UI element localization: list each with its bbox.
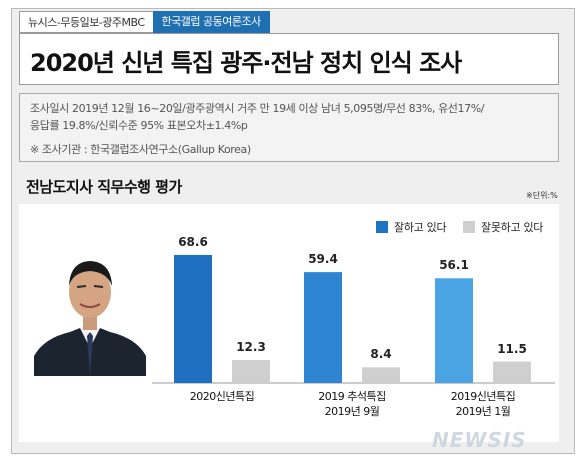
bar-negative-2 (493, 361, 531, 383)
value-label-negative-0: 12.3 (236, 340, 266, 355)
publisher-tag: 한국갤럽 공동여론조사 (152, 11, 270, 33)
survey-info-line-1: 조사일시 2019년 12월 16~20일/광주광역시 거주 만 19세 이상 … (30, 102, 485, 115)
category-label-2-line-0: 2019신년특집 (450, 390, 516, 403)
category-label-0: 2020신년특집 (152, 389, 292, 404)
category-label-2: 2019신년특집 2019년 1월 (413, 389, 553, 419)
category-label-0-line-0: 2020신년특집 (189, 390, 255, 403)
survey-info-box: 조사일시 2019년 12월 16~20일/광주광역시 거주 만 19세 이상 … (19, 93, 559, 162)
title-box: 2020년 신년 특집 광주·전남 정치 인식 조사 (19, 33, 559, 85)
legend-item-negative: 잘못하고 있다 (463, 220, 543, 234)
survey-info-line-2: 응답률 19.8%/신뢰수준 95% 표본오차±1.4%p (30, 119, 248, 132)
bar-negative-0 (232, 360, 270, 383)
legend-item-positive: 잘하고 있다 (376, 220, 447, 234)
category-label-1-line-1: 2019년 9월 (324, 405, 380, 418)
governor-portrait (34, 244, 146, 376)
legend-label-negative: 잘못하고 있다 (481, 221, 544, 234)
page-title: 2020년 신년 특집 광주·전남 정치 인식 조사 (30, 49, 462, 77)
value-label-negative-1: 8.4 (370, 347, 392, 362)
survey-agency-note: ※ 조사기관 : 한국갤럽조사연구소(Gallup Korea) (30, 143, 251, 156)
newsis-watermark: NEWSIS (432, 428, 527, 452)
bar-positive-1 (304, 272, 342, 383)
chart-title: 전남도지사 직무수행 평가 (26, 178, 182, 196)
value-label-negative-2: 11.5 (497, 341, 527, 356)
bar-positive-2 (435, 278, 473, 383)
category-label-1-line-0: 2019 추석특집 (318, 390, 386, 403)
category-label-1: 2019 추석특집 2019년 9월 (282, 389, 422, 419)
bar-negative-1 (362, 367, 400, 383)
category-label-2-line-1: 2019년 1월 (455, 405, 511, 418)
value-label-positive-1: 59.4 (308, 252, 338, 267)
value-label-positive-2: 56.1 (439, 258, 469, 273)
bar-positive-0 (174, 254, 212, 383)
value-label-positive-0: 68.6 (178, 234, 208, 249)
legend-label-positive: 잘하고 있다 (394, 221, 447, 234)
source-tag: 뉴시스-무등일보-광주MBC (19, 11, 153, 33)
legend-swatch-negative (463, 221, 475, 233)
tag-row: 뉴시스-무등일보-광주MBC 한국갤럽 공동여론조사 (19, 11, 270, 33)
portrait-illustration (34, 244, 146, 376)
unit-note: ※단위:% (526, 191, 558, 200)
legend-swatch-positive (376, 221, 388, 233)
